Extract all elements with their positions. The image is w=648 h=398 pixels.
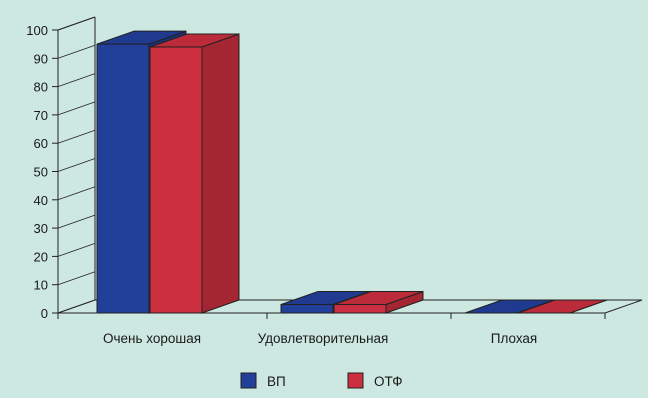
- x-axis-categories: Очень хорошая Удовлетворительная Плохая: [103, 331, 537, 346]
- y-tick-label: 50: [34, 165, 48, 180]
- y-axis-ticks: 0 10 20 30 40 50 60 70 80 90 100: [26, 16, 96, 321]
- y-tick-depth-line: [57, 129, 96, 144]
- y-tick-label: 60: [34, 136, 48, 151]
- bar-side-face: [201, 33, 240, 314]
- y-tick-depth-line: [57, 186, 96, 201]
- y-tick-label: 70: [34, 108, 48, 123]
- bar-top-face: [517, 299, 608, 314]
- bar-front-face: [280, 304, 334, 314]
- y-tick-depth-line: [57, 214, 96, 229]
- y-tick-label: 90: [34, 51, 48, 66]
- x-category-label: Удовлетворительная: [258, 331, 389, 346]
- y-tick-depth-line: [57, 16, 96, 31]
- legend-swatch: [240, 372, 257, 389]
- legend-label: ВП: [267, 374, 286, 389]
- bar-otf: [149, 33, 240, 314]
- y-tick-label: 80: [34, 80, 48, 95]
- y-tick-depth-line: [57, 299, 96, 314]
- legend-label: ОТФ: [374, 374, 403, 389]
- y-tick-depth-line: [57, 243, 96, 257]
- y-tick-label: 0: [41, 306, 48, 321]
- bar-front-face: [149, 46, 203, 314]
- bar-front-face: [96, 43, 150, 314]
- bar-otf: [517, 299, 608, 314]
- legend-swatch: [347, 372, 364, 389]
- bar-front-face: [333, 304, 387, 314]
- y-tick-depth-line: [57, 101, 96, 116]
- y-tick-label: 30: [34, 221, 48, 236]
- y-tick-label: 20: [34, 249, 48, 264]
- x-category-label: Очень хорошая: [103, 331, 201, 346]
- y-tick-depth-line: [57, 73, 96, 87]
- y-tick-label: 40: [34, 193, 48, 208]
- bars: [96, 30, 608, 314]
- y-tick-label: 10: [34, 278, 48, 293]
- y-tick-depth-line: [57, 271, 96, 286]
- legend: ВП ОТФ: [240, 372, 403, 389]
- y-tick-depth-line: [57, 158, 96, 172]
- y-tick-label: 100: [26, 23, 48, 38]
- y-tick-depth-line: [57, 44, 96, 59]
- bar-otf: [333, 290, 424, 314]
- x-category-label: Плохая: [491, 331, 538, 346]
